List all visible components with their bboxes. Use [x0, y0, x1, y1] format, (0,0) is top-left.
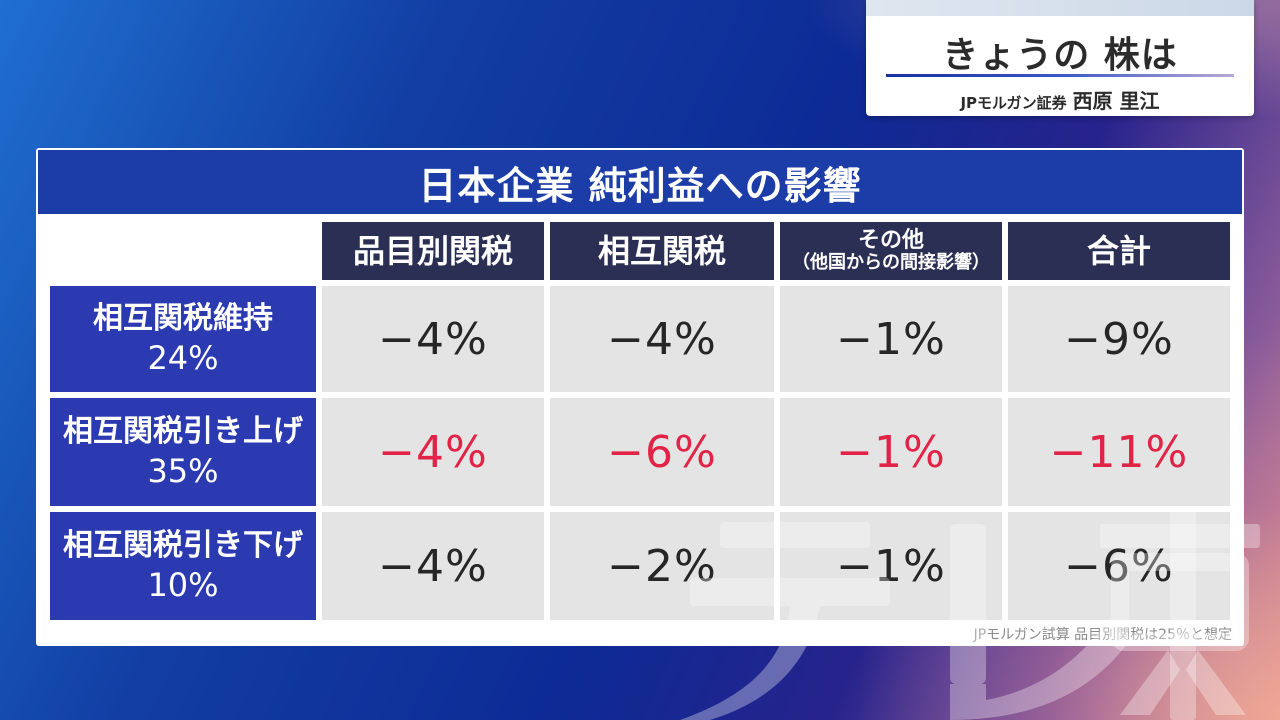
caption-person: 西原 里江	[1072, 89, 1160, 113]
table-cell: −4%	[322, 512, 544, 620]
impact-table-panel: 日本企業 純利益への影響 品目別関税 相互関税 その他 （他国からの間接影響） …	[36, 148, 1244, 646]
table-cell-highlight: −4%	[322, 398, 544, 506]
caption-firm: JPモルガン証券	[960, 94, 1067, 112]
table-cell: −6%	[1008, 512, 1230, 620]
column-header-label: 合計	[1086, 232, 1151, 270]
column-header-sublabel: （他国からの間接影響）	[792, 252, 990, 273]
table-cell-highlight: −1%	[780, 398, 1002, 506]
column-header-label: 相互関税	[597, 232, 726, 270]
row-header-label: 相互関税維持	[93, 301, 273, 336]
row-header-label: 相互関税引き下げ	[63, 528, 303, 563]
row-header-raise: 相互関税引き上げ 35%	[50, 398, 316, 506]
table-cell: −4%	[322, 286, 544, 392]
program-caption: きょうの 株は JPモルガン証券 西原 里江	[866, 0, 1254, 116]
column-header-other: その他 （他国からの間接影響）	[780, 222, 1002, 280]
column-header-total: 合計	[1008, 222, 1230, 280]
caption-divider	[886, 74, 1234, 77]
column-header-item-tariff: 品目別関税	[322, 222, 544, 280]
table-cell: −2%	[550, 512, 774, 620]
table-cell: −1%	[780, 512, 1002, 620]
caption-subtitle: JPモルガン証券 西原 里江	[866, 85, 1254, 114]
table-title: 日本企業 純利益への影響	[38, 150, 1242, 214]
row-header-rate: 24%	[147, 339, 219, 377]
table-cell-highlight: −6%	[550, 398, 774, 506]
column-header-label: 品目別関税	[352, 232, 513, 270]
row-header-lower: 相互関税引き下げ 10%	[50, 512, 316, 620]
table-cell-highlight: −11%	[1008, 398, 1230, 506]
row-header-rate: 10%	[147, 566, 219, 604]
table-cell: −1%	[780, 286, 1002, 392]
row-header-maintain: 相互関税維持 24%	[50, 286, 316, 392]
column-header-label: その他	[857, 228, 924, 253]
row-header-label: 相互関税引き上げ	[63, 414, 303, 449]
caption-top-bar	[866, 0, 1254, 16]
table-cell: −9%	[1008, 286, 1230, 392]
column-header-reciprocal-tariff: 相互関税	[550, 222, 774, 280]
row-header-rate: 35%	[147, 452, 219, 490]
caption-title: きょうの 株は	[942, 35, 1178, 76]
table-cell: −4%	[550, 286, 774, 392]
source-footnote: JPモルガン試算 品目別関税は25％と想定	[973, 627, 1232, 643]
